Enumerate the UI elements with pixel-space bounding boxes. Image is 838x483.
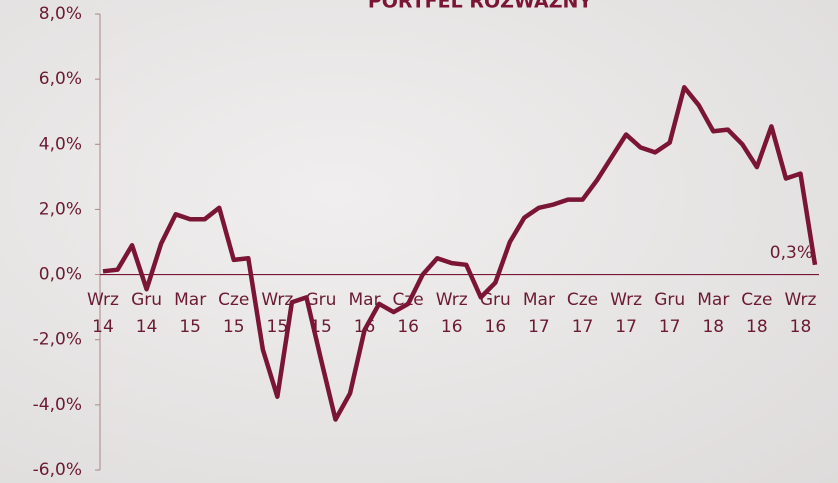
- x-tick-label: Wrz 17: [610, 290, 642, 337]
- y-tick-label: -4,0%: [33, 395, 82, 415]
- y-tick-label: 0,0%: [39, 265, 82, 285]
- x-tick-label: Wrz 18: [784, 290, 816, 337]
- data-label: 0,3%: [770, 243, 813, 263]
- x-tick-label: Gru 17: [654, 290, 685, 337]
- x-tick-label: Gru 14: [131, 290, 162, 337]
- x-tick-label: Mar 18: [697, 290, 729, 337]
- y-tick-label: -2,0%: [33, 330, 82, 350]
- x-tick-label: Wrz 14: [87, 290, 119, 337]
- x-tick-label: Wrz 15: [261, 290, 293, 337]
- y-tick-label: -6,0%: [33, 460, 82, 480]
- x-tick-label: Mar 15: [174, 290, 206, 337]
- x-tick-label: Cze 17: [567, 290, 598, 337]
- chart-title: PORTFEL ROZWAŻNY: [368, 0, 593, 13]
- y-tick-label: 6,0%: [39, 69, 82, 89]
- y-tick-label: 8,0%: [39, 4, 82, 24]
- line-series: [102, 85, 818, 422]
- y-tick-label: 2,0%: [39, 199, 82, 219]
- x-tick-label: Cze 15: [218, 290, 249, 337]
- x-tick-label: Cze 16: [393, 290, 424, 337]
- y-tick-label: 4,0%: [39, 134, 82, 154]
- x-tick-label: Cze 18: [741, 290, 772, 337]
- x-tick-label: Wrz 16: [436, 290, 468, 337]
- x-tick-label: Mar 17: [523, 290, 555, 337]
- x-tick-label: Gru 16: [480, 290, 511, 337]
